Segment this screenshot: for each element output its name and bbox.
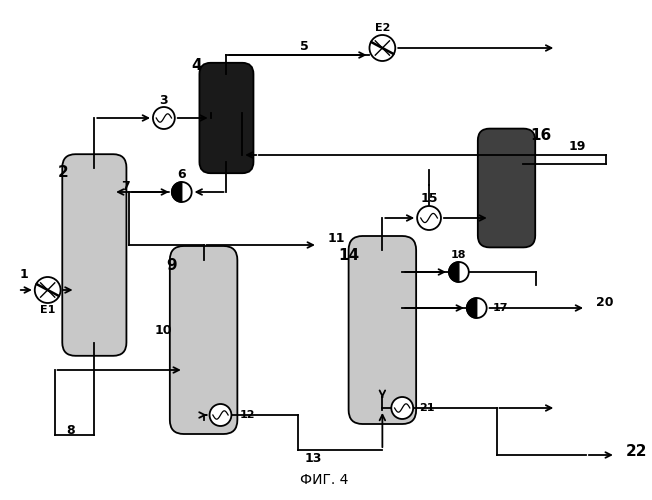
FancyBboxPatch shape [349,236,416,424]
Text: 8: 8 [67,424,75,436]
Text: 16: 16 [531,128,552,143]
Text: 9: 9 [166,258,177,272]
Text: 7: 7 [121,180,130,192]
Polygon shape [172,182,182,202]
Text: 21: 21 [419,403,435,413]
Text: 11: 11 [328,232,346,245]
Circle shape [417,206,441,230]
Circle shape [467,298,486,318]
Polygon shape [467,298,477,318]
Text: 4: 4 [191,58,202,74]
Circle shape [153,107,175,129]
Text: 13: 13 [304,452,321,464]
Text: 12: 12 [239,410,255,420]
Text: E2: E2 [375,23,390,33]
Text: E1: E1 [40,305,55,315]
Text: 18: 18 [451,250,467,260]
Circle shape [391,397,413,419]
Text: 3: 3 [160,94,168,106]
FancyBboxPatch shape [63,154,126,356]
FancyBboxPatch shape [170,246,237,434]
Circle shape [172,182,192,202]
Text: 10: 10 [155,324,172,336]
Polygon shape [449,262,459,282]
Text: 1: 1 [20,268,29,281]
Text: 6: 6 [177,168,186,181]
Text: 22: 22 [626,444,647,460]
Text: 15: 15 [421,192,437,204]
Text: 17: 17 [493,303,508,313]
FancyBboxPatch shape [200,63,254,173]
Text: 20: 20 [596,296,614,310]
Circle shape [209,404,231,426]
Text: 2: 2 [58,165,69,180]
Circle shape [449,262,469,282]
Circle shape [370,35,395,61]
Text: 19: 19 [569,140,586,153]
Text: 14: 14 [338,248,359,262]
Text: ФИГ. 4: ФИГ. 4 [299,473,348,487]
Circle shape [35,277,61,303]
FancyBboxPatch shape [478,128,535,248]
Text: 5: 5 [300,40,309,54]
